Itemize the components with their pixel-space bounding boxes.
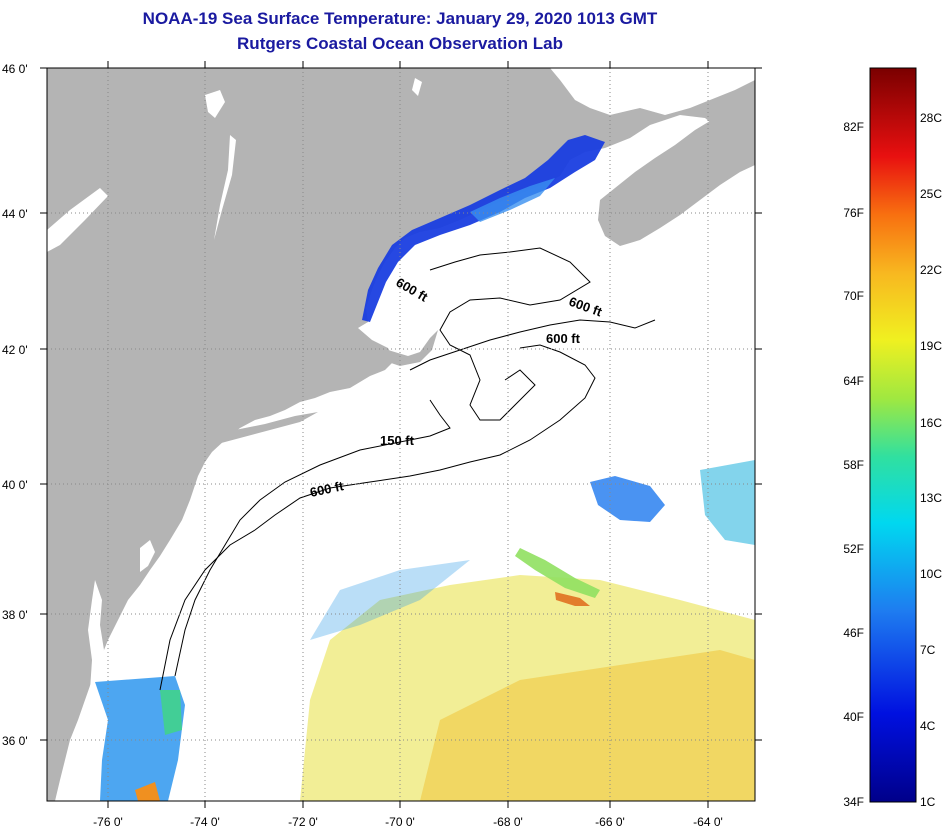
delaware-bay — [140, 540, 155, 572]
lon-label: -74 0' — [190, 815, 220, 829]
lon-label: -64 0' — [693, 815, 723, 829]
colorbar-c-label: 13C — [920, 491, 942, 505]
colorbar-f-label: 46F — [843, 626, 864, 640]
land-long-island — [205, 412, 318, 446]
colorbar-c-label: 19C — [920, 339, 942, 353]
sst-east-patch — [700, 460, 755, 545]
contour-label: 150 ft — [380, 433, 415, 448]
contour-150ft — [174, 399, 451, 677]
contour-600ft-gulf — [409, 319, 656, 371]
sst-gulfstream-core — [555, 592, 590, 606]
contour-gulf-basin — [429, 247, 591, 421]
lake — [47, 188, 108, 252]
colorbar-f-label: 64F — [843, 374, 864, 388]
sst-hatteras-green — [160, 690, 182, 735]
colorbar-c-label: 1C — [920, 795, 936, 809]
lon-label: -68 0' — [493, 815, 523, 829]
lon-label: -76 0' — [93, 815, 123, 829]
lat-label: 40 0' — [2, 478, 28, 492]
colorbar-c-label: 28C — [920, 111, 942, 125]
lat-label: 44 0' — [2, 207, 28, 221]
lon-label: -66 0' — [595, 815, 625, 829]
sst-offshore-field-cool — [310, 560, 470, 640]
colorbar-c-label: 25C — [920, 187, 942, 201]
map-subtitle: Rutgers Coastal Ocean Observation Lab — [237, 34, 563, 53]
lat-label: 46 0' — [2, 62, 28, 76]
colorbar-f-label: 82F — [843, 120, 864, 134]
colorbar-f-label: 70F — [843, 289, 864, 303]
land-nova-scotia — [598, 112, 755, 246]
lon-label: -70 0' — [385, 815, 415, 829]
contour-label: 600 ft — [309, 478, 346, 500]
colorbar-f-label: 58F — [843, 458, 864, 472]
sst-georges-patch — [590, 476, 665, 522]
contour-label: 600 ft — [546, 331, 581, 346]
sst-gulf-of-maine-warmer — [470, 178, 555, 222]
lat-label: 42 0' — [2, 343, 28, 357]
lon-label: -72 0' — [288, 815, 318, 829]
map-frame — [46, 67, 756, 802]
colorbar-c-label: 10C — [920, 567, 942, 581]
colorbar-c-label: 16C — [920, 416, 942, 430]
colorbar — [869, 67, 917, 803]
land-mainland — [47, 68, 755, 801]
colorbar-f-label: 52F — [843, 542, 864, 556]
colorbar-f-label: 34F — [843, 795, 864, 809]
sst-offshore-field-warm — [420, 650, 755, 801]
lat-label: 38 0' — [2, 608, 28, 622]
lat-label: 36 0' — [2, 734, 28, 748]
sst-gulfstream-filament — [515, 548, 600, 598]
colorbar-f-label: 76F — [843, 206, 864, 220]
colorbar-f-label: 40F — [843, 710, 864, 724]
colorbar-c-label: 22C — [920, 263, 942, 277]
colorbar-c-label: 7C — [920, 643, 936, 657]
map-title: NOAA-19 Sea Surface Temperature: January… — [142, 9, 658, 28]
chesapeake-bay — [88, 580, 104, 700]
colorbar-c-label: 4C — [920, 719, 936, 733]
sst-hatteras-warm — [135, 782, 160, 801]
lake — [205, 90, 225, 118]
lake — [214, 135, 236, 240]
frame-ticks — [40, 61, 762, 808]
lake — [412, 78, 422, 96]
